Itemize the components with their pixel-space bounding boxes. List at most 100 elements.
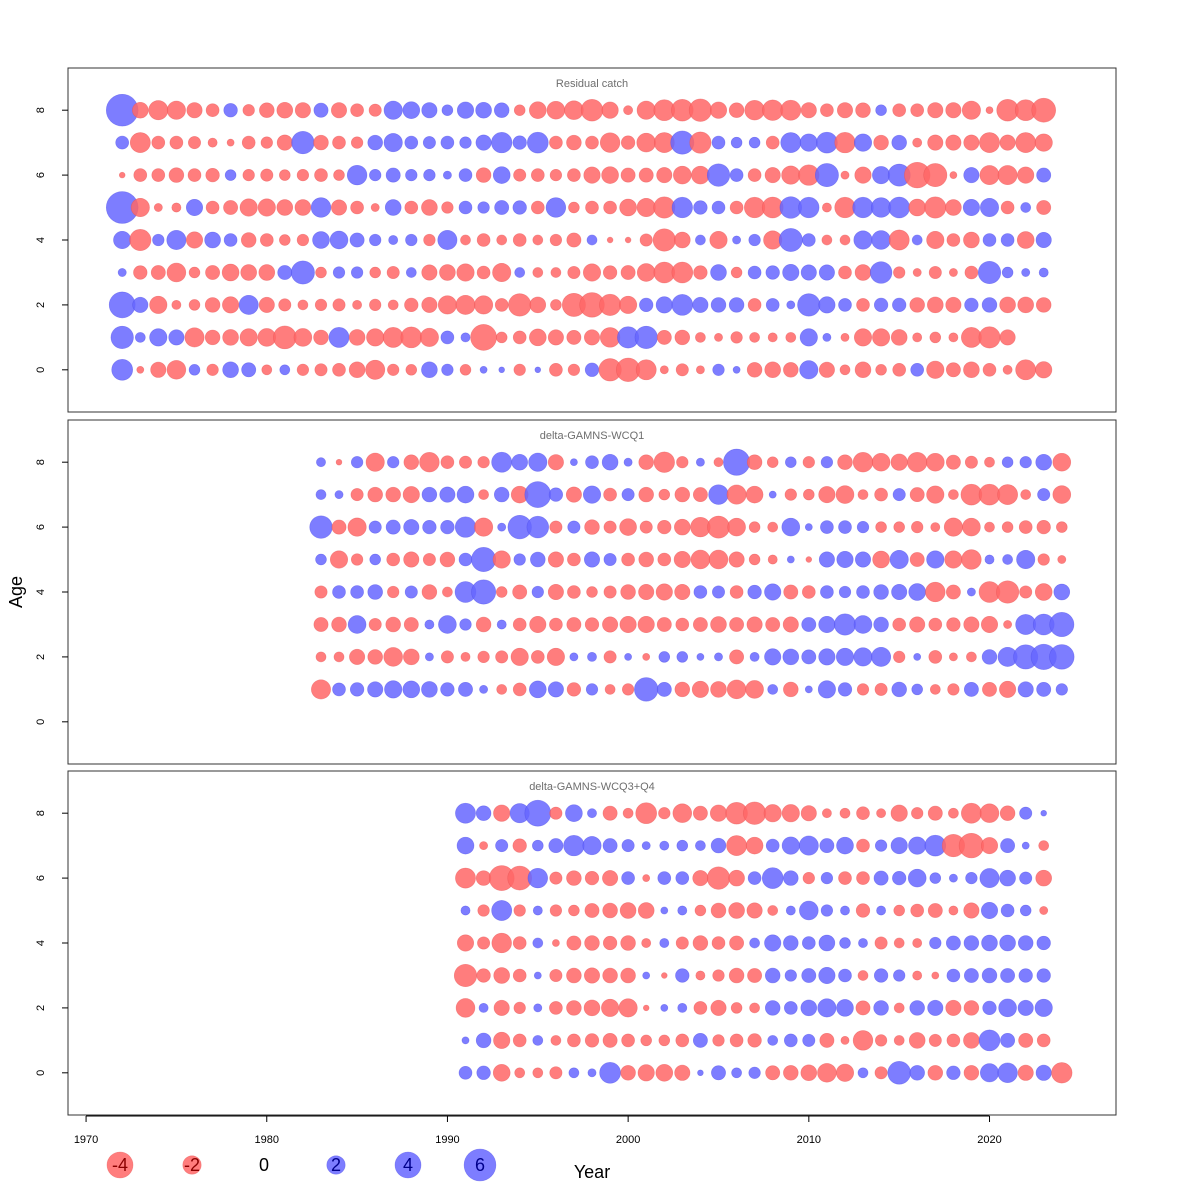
residual-bubble bbox=[459, 618, 472, 631]
residual-bubble bbox=[365, 359, 386, 380]
residual-bubble bbox=[912, 137, 923, 148]
residual-bubble bbox=[477, 904, 490, 917]
residual-bubble bbox=[712, 1034, 725, 1047]
residual-bubble bbox=[799, 900, 819, 921]
residual-bubble bbox=[421, 264, 438, 281]
residual-bubble bbox=[781, 804, 800, 823]
residual-bubble bbox=[1039, 906, 1049, 915]
residual-bubble bbox=[508, 293, 532, 317]
residual-bubble bbox=[963, 231, 980, 249]
residual-bubble bbox=[945, 362, 961, 378]
residual-bubble bbox=[533, 1003, 543, 1013]
residual-bubble bbox=[749, 332, 760, 343]
residual-bubble bbox=[766, 456, 779, 468]
residual-bubble bbox=[892, 362, 907, 377]
residual-bubble bbox=[908, 198, 926, 217]
residual-bubble bbox=[493, 804, 511, 822]
residual-bubble bbox=[477, 650, 490, 664]
residual-bubble bbox=[1017, 1064, 1034, 1081]
residual-bubble bbox=[386, 266, 400, 279]
residual-bubble bbox=[765, 135, 780, 150]
residual-bubble bbox=[1040, 809, 1047, 817]
residual-bubble bbox=[890, 329, 908, 346]
residual-bubble bbox=[1036, 681, 1052, 697]
residual-bubble bbox=[332, 362, 346, 377]
residual-bubble bbox=[820, 904, 834, 917]
residual-bubble bbox=[1000, 200, 1015, 215]
residual-bubble bbox=[765, 838, 780, 853]
residual-bubble bbox=[513, 1001, 526, 1015]
residual-bubble bbox=[909, 552, 925, 567]
residual-bubble bbox=[441, 363, 454, 376]
residual-bubble bbox=[549, 233, 563, 247]
residual-bubble bbox=[315, 651, 327, 663]
residual-bubble bbox=[599, 1062, 621, 1084]
residual-bubble bbox=[1018, 520, 1033, 534]
residual-bubble bbox=[876, 905, 886, 916]
residual-bubble bbox=[980, 198, 999, 217]
residual-bubble bbox=[982, 233, 997, 247]
residual-bubble bbox=[730, 266, 743, 279]
residual-bubble bbox=[745, 680, 764, 699]
residual-bubble bbox=[726, 835, 747, 856]
residual-bubble bbox=[854, 361, 872, 379]
residual-bubble bbox=[491, 132, 513, 154]
residual-bubble bbox=[676, 456, 689, 469]
residual-bubble bbox=[839, 234, 851, 246]
residual-bubble bbox=[800, 1064, 818, 1082]
residual-bubble bbox=[873, 584, 889, 600]
residual-bubble bbox=[767, 554, 778, 565]
residual-bubble bbox=[712, 969, 725, 982]
residual-bubble bbox=[367, 681, 384, 698]
residual-bubble bbox=[785, 905, 796, 916]
residual-bubble bbox=[603, 553, 617, 566]
residual-bubble bbox=[367, 584, 383, 600]
residual-bubble bbox=[706, 163, 731, 187]
residual-bubble bbox=[584, 617, 600, 632]
residual-bubble bbox=[713, 457, 724, 468]
residual-bubble bbox=[857, 970, 869, 981]
residual-bubble bbox=[495, 331, 508, 344]
residual-bubble bbox=[241, 362, 257, 378]
residual-bubble bbox=[619, 295, 638, 314]
residual-bubble bbox=[314, 168, 328, 182]
residual-bubble bbox=[329, 550, 349, 569]
residual-bubble bbox=[638, 454, 654, 470]
residual-bubble bbox=[948, 807, 959, 819]
residual-bubble bbox=[601, 453, 619, 471]
residual-bubble bbox=[764, 583, 782, 601]
residual-bubble bbox=[421, 296, 438, 313]
residual-bubble bbox=[1001, 266, 1014, 279]
residual-bubble bbox=[402, 680, 421, 699]
residual-bubble bbox=[985, 106, 994, 115]
residual-bubble bbox=[603, 650, 617, 664]
residual-bubble bbox=[405, 168, 418, 182]
residual-bubble bbox=[854, 166, 872, 184]
residual-bubble bbox=[855, 551, 871, 568]
residual-bubble bbox=[459, 364, 472, 376]
residual-bubble bbox=[710, 837, 727, 854]
residual-bubble bbox=[453, 963, 478, 988]
residual-bubble bbox=[873, 134, 889, 151]
residual-bubble bbox=[529, 101, 547, 119]
residual-bubble bbox=[694, 904, 707, 917]
residual-bubble bbox=[818, 966, 836, 985]
residual-bubble bbox=[732, 235, 742, 245]
residual-bubble bbox=[456, 485, 475, 504]
residual-bubble bbox=[747, 968, 763, 983]
residual-bubble bbox=[912, 970, 923, 981]
residual-bubble bbox=[674, 518, 691, 536]
x-tick-label: 2020 bbox=[977, 1134, 1001, 1146]
residual-bubble bbox=[568, 1067, 580, 1079]
residual-bubble bbox=[621, 552, 635, 567]
residual-bubble bbox=[764, 648, 782, 666]
residual-bubble bbox=[315, 489, 327, 500]
residual-bubble bbox=[478, 489, 489, 500]
residual-bubble bbox=[963, 681, 979, 697]
residual-bubble bbox=[166, 262, 187, 283]
residual-bubble bbox=[1038, 840, 1050, 851]
residual-bubble bbox=[780, 132, 802, 153]
residual-bubble bbox=[532, 839, 544, 852]
residual-bubble bbox=[529, 328, 547, 347]
residual-bubble bbox=[819, 838, 835, 854]
